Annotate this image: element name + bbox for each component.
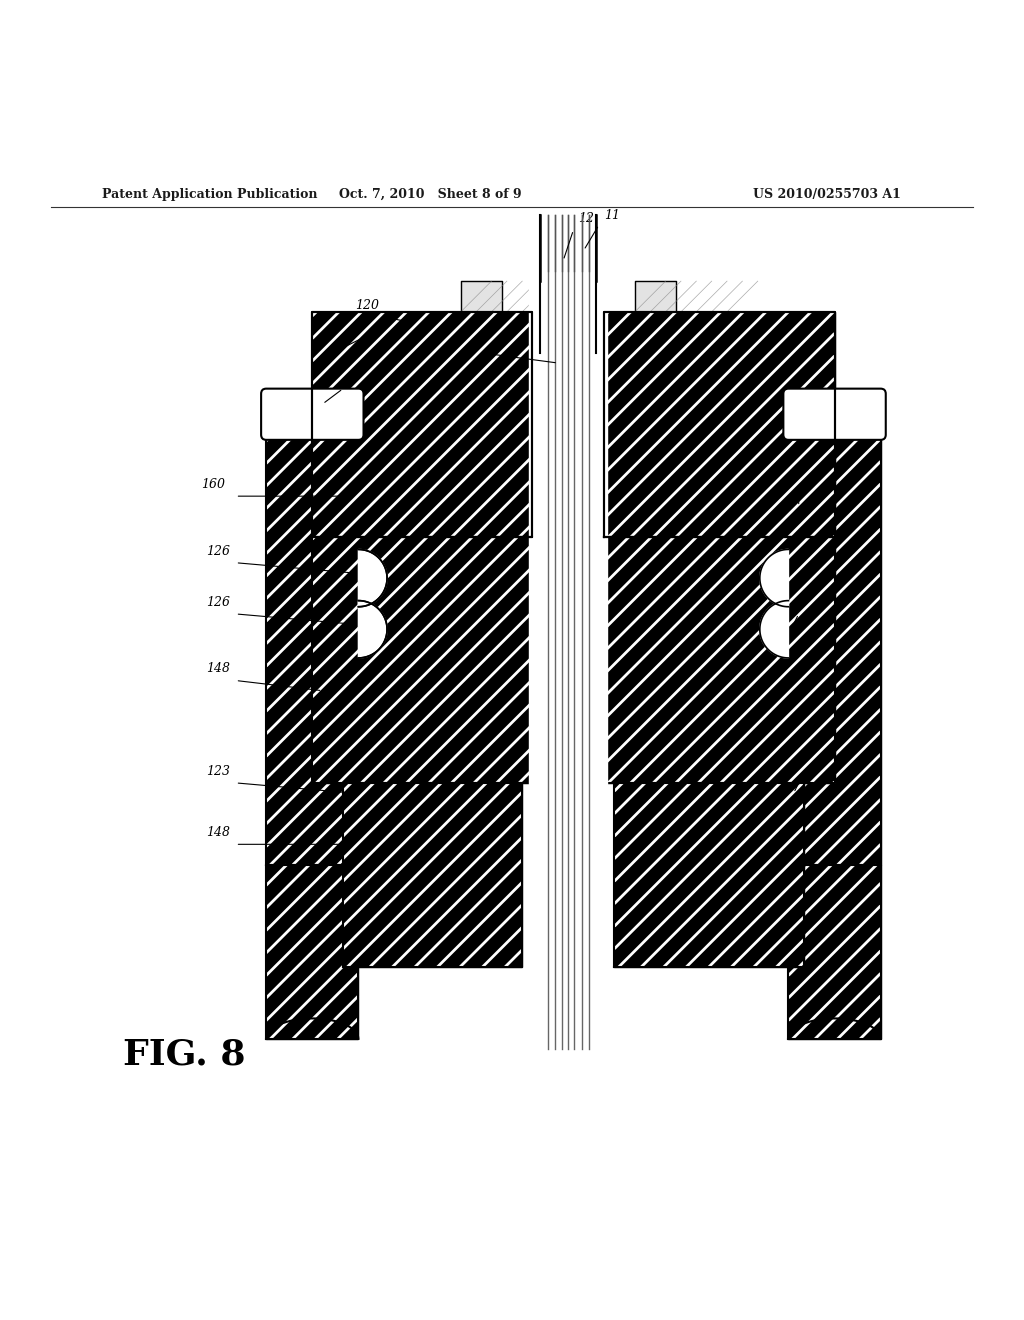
Text: 148: 148 [207,663,230,676]
Text: FIG. 8: FIG. 8 [123,1038,246,1072]
Polygon shape [266,865,358,1039]
Text: US 2010/0255703 A1: US 2010/0255703 A1 [754,187,901,201]
Polygon shape [358,601,387,657]
Polygon shape [358,549,387,607]
Text: 127: 127 [804,545,827,557]
Polygon shape [312,537,532,783]
Polygon shape [760,601,788,657]
Polygon shape [788,865,881,1039]
Text: 121: 121 [335,319,358,333]
Polygon shape [461,281,502,312]
Polygon shape [607,312,835,537]
Text: Oct. 7, 2010   Sheet 8 of 9: Oct. 7, 2010 Sheet 8 of 9 [339,187,521,201]
Polygon shape [604,312,835,537]
FancyBboxPatch shape [261,388,364,440]
Text: 127: 127 [804,595,827,609]
Text: 126: 126 [207,545,230,557]
Text: 120: 120 [355,298,379,312]
Polygon shape [343,783,522,968]
Polygon shape [614,783,804,968]
Text: 160: 160 [202,478,225,491]
Polygon shape [760,549,788,607]
Text: 12: 12 [579,211,595,224]
Polygon shape [312,312,532,537]
Text: 161: 161 [804,764,827,777]
Text: 110: 110 [442,335,466,347]
Polygon shape [788,434,881,865]
Polygon shape [312,312,529,537]
Polygon shape [266,434,358,865]
Polygon shape [604,537,835,783]
Text: 11: 11 [604,209,621,222]
Text: 124: 124 [314,371,338,384]
Polygon shape [635,281,676,312]
Polygon shape [529,271,607,1028]
FancyBboxPatch shape [783,388,886,440]
Text: 123: 123 [207,764,230,777]
Text: 145: 145 [804,867,827,880]
Text: 126: 126 [207,595,230,609]
Text: Patent Application Publication: Patent Application Publication [102,187,317,201]
Text: 148: 148 [207,826,230,840]
Text: 162: 162 [804,478,827,491]
